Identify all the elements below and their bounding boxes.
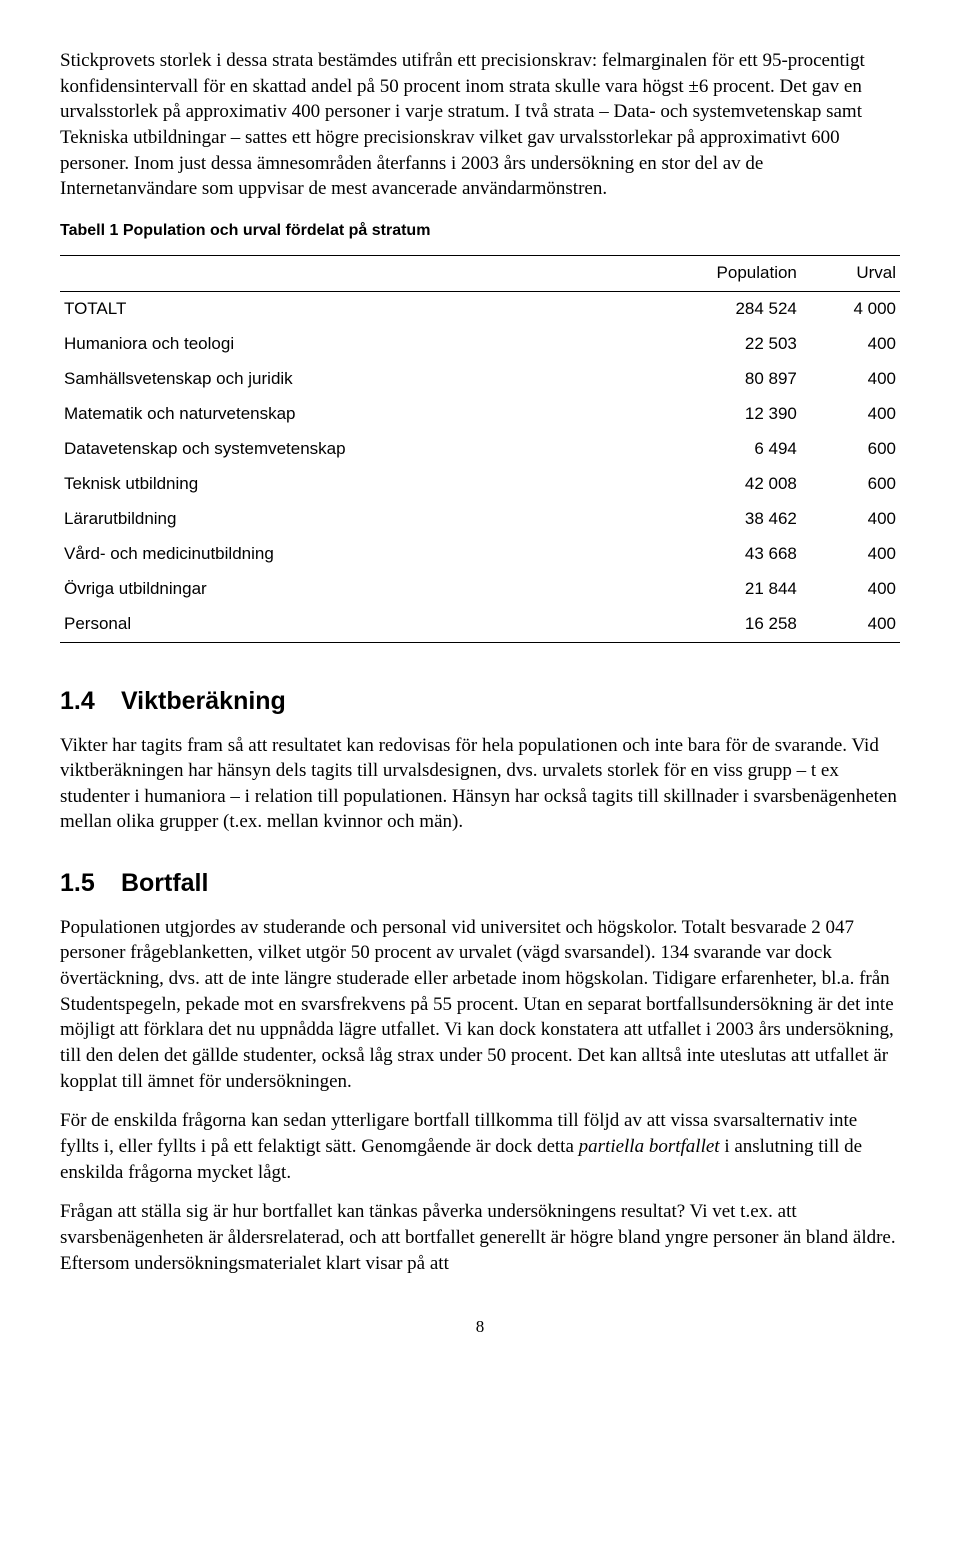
cell-urval: 400 (801, 327, 900, 362)
cell-urval: 400 (801, 537, 900, 572)
col-population: Population (628, 256, 801, 292)
cell-urval: 400 (801, 607, 900, 642)
cell-label: Datavetenskap och systemvetenskap (60, 432, 628, 467)
section-number: 1.5 (60, 867, 114, 901)
cell-label: Humaniora och teologi (60, 327, 628, 362)
table-row: Matematik och naturvetenskap12 390400 (60, 397, 900, 432)
cell-population: 22 503 (628, 327, 801, 362)
col-urval: Urval (801, 256, 900, 292)
cell-label: Övriga utbildningar (60, 572, 628, 607)
table-row: Övriga utbildningar21 844400 (60, 572, 900, 607)
cell-urval: 400 (801, 397, 900, 432)
table-row: Humaniora och teologi22 503400 (60, 327, 900, 362)
table-row: Datavetenskap och systemvetenskap6 49460… (60, 432, 900, 467)
cell-population: 16 258 (628, 607, 801, 642)
section-1-5-para-2: För de enskilda frågorna kan sedan ytter… (60, 1108, 900, 1185)
cell-urval: 600 (801, 467, 900, 502)
table-header-row: Population Urval (60, 256, 900, 292)
section-title: Bortfall (121, 869, 209, 897)
intro-paragraph: Stickprovets storlek i dessa strata best… (60, 48, 900, 202)
cell-label: Personal (60, 607, 628, 642)
cell-urval: 400 (801, 362, 900, 397)
cell-label: TOTALT (60, 292, 628, 327)
table-row: Lärarutbildning38 462400 (60, 502, 900, 537)
cell-urval: 4 000 (801, 292, 900, 327)
cell-urval: 400 (801, 502, 900, 537)
section-1-4-heading: 1.4 Viktberäkning (60, 685, 900, 719)
cell-population: 80 897 (628, 362, 801, 397)
section-1-5-para-1: Populationen utgjordes av studerande och… (60, 915, 900, 1094)
section-1-5-heading: 1.5 Bortfall (60, 867, 900, 901)
table-row: Teknisk utbildning42 008600 (60, 467, 900, 502)
cell-label: Vård- och medicinutbildning (60, 537, 628, 572)
section-number: 1.4 (60, 685, 114, 719)
section-1-4-para: Vikter har tagits fram så att resultatet… (60, 733, 900, 836)
population-table: Population Urval TOTALT284 5244 000Human… (60, 255, 900, 642)
table-row: Samhällsvetenskap och juridik80 897400 (60, 362, 900, 397)
cell-population: 284 524 (628, 292, 801, 327)
cell-label: Matematik och naturvetenskap (60, 397, 628, 432)
cell-population: 43 668 (628, 537, 801, 572)
col-label (60, 256, 628, 292)
cell-label: Samhällsvetenskap och juridik (60, 362, 628, 397)
cell-population: 21 844 (628, 572, 801, 607)
table-row: TOTALT284 5244 000 (60, 292, 900, 327)
section-title: Viktberäkning (121, 687, 286, 715)
cell-population: 42 008 (628, 467, 801, 502)
cell-label: Teknisk utbildning (60, 467, 628, 502)
italic-text: partiella bortfallet (579, 1136, 720, 1157)
section-1-5-para-3: Frågan att ställa sig är hur bortfallet … (60, 1199, 900, 1276)
cell-urval: 400 (801, 572, 900, 607)
cell-population: 38 462 (628, 502, 801, 537)
page-number: 8 (60, 1316, 900, 1339)
cell-population: 12 390 (628, 397, 801, 432)
table-caption: Tabell 1 Population och urval fördelat p… (60, 220, 900, 242)
cell-label: Lärarutbildning (60, 502, 628, 537)
table-row: Vård- och medicinutbildning43 668400 (60, 537, 900, 572)
cell-urval: 600 (801, 432, 900, 467)
cell-population: 6 494 (628, 432, 801, 467)
table-row: Personal16 258400 (60, 607, 900, 642)
